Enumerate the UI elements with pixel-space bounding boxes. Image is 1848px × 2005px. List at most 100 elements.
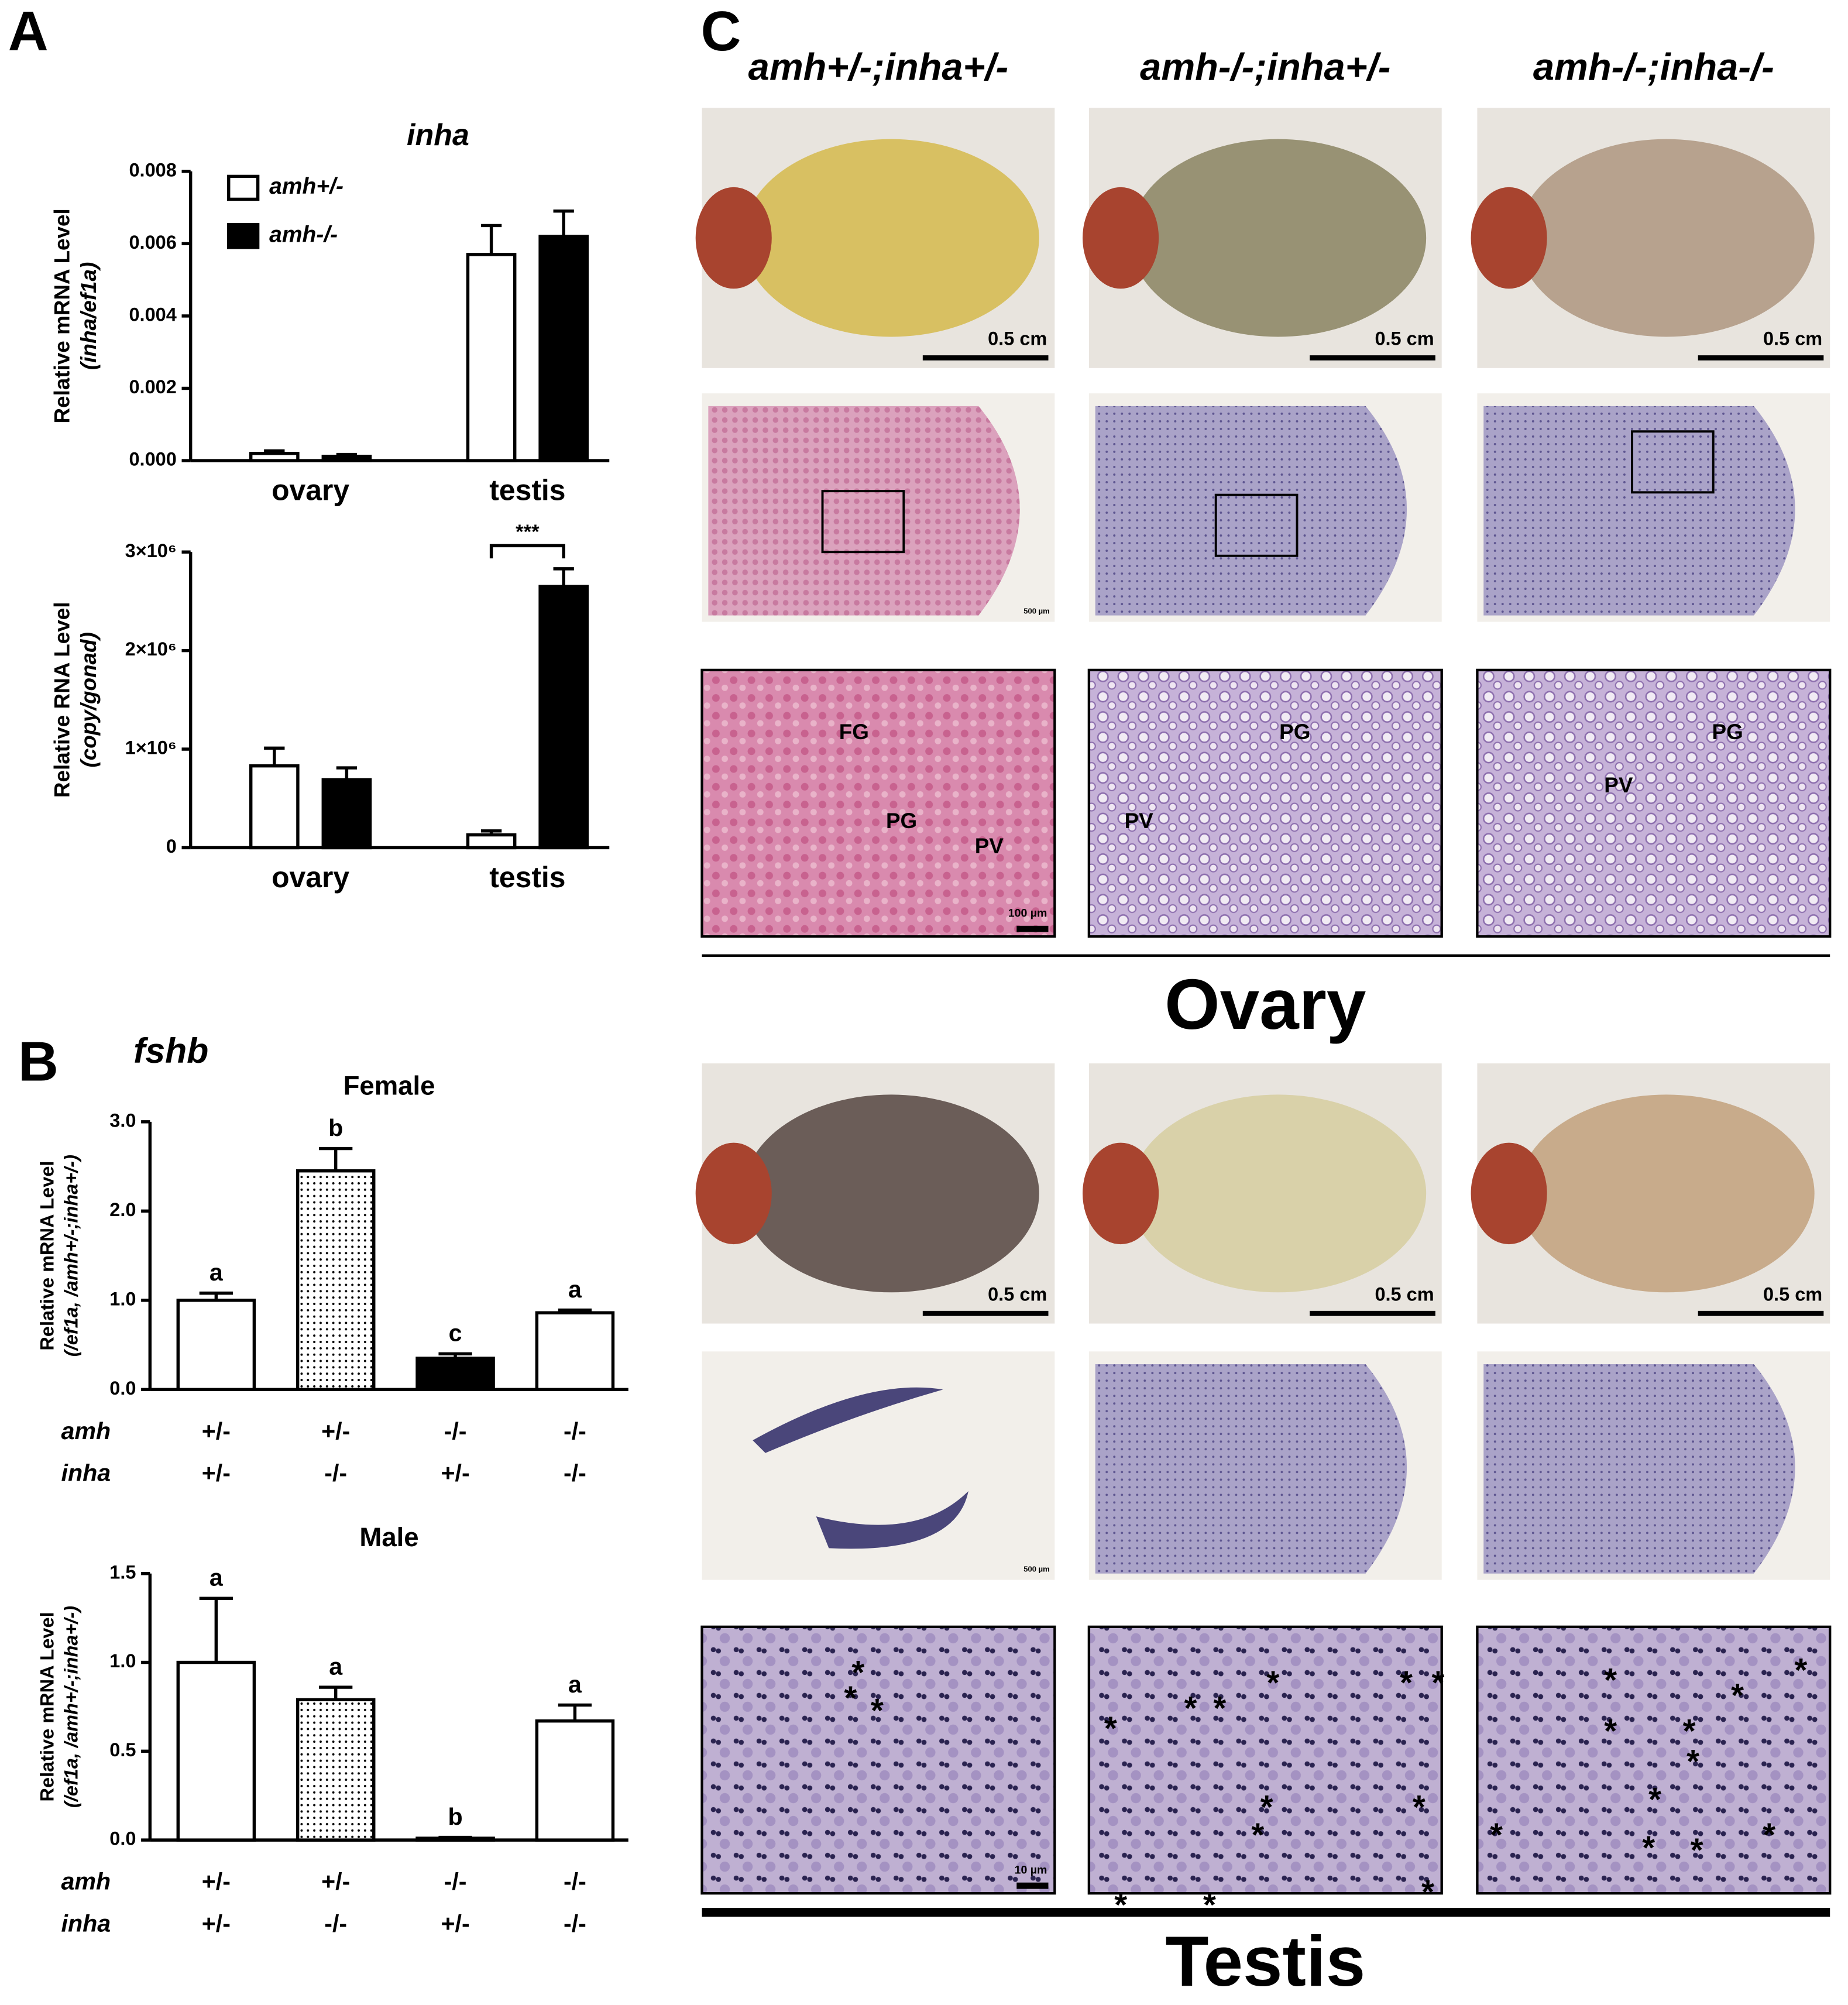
panel-label: B: [18, 1031, 59, 1093]
y-tick-label: 3×10⁶: [125, 540, 177, 561]
photo-gonad: [1518, 139, 1815, 337]
scale-label: 0.5 cm: [1375, 1283, 1434, 1304]
y-axis-label: (/ef1a, /amh+/-;inha+/-): [61, 1155, 82, 1357]
zoom-box: [1630, 430, 1715, 494]
asterisk: *: [1648, 1781, 1661, 1818]
genotype: +/-: [441, 1460, 469, 1486]
y-tick-label: 1.0: [109, 1288, 136, 1309]
asterisk: *: [1683, 1712, 1696, 1749]
cell-label: PV: [1125, 809, 1154, 833]
y-tick-label: 2.0: [109, 1199, 136, 1220]
cell-label: PG: [1279, 720, 1310, 744]
y-tick-label: 0.006: [129, 232, 176, 253]
photo-gonad: [743, 1094, 1039, 1293]
bar: [296, 1698, 376, 1842]
annotation: ***: [516, 521, 540, 543]
section-tissue: [1483, 1364, 1795, 1574]
genotype: +/-: [202, 1868, 231, 1895]
section-tissue: [1483, 406, 1795, 616]
genotype: -/-: [564, 1868, 586, 1895]
y-axis-label: Relative mRNA Level: [36, 1161, 57, 1351]
column-header: amh-/-;inha-/-: [1533, 45, 1774, 88]
y-tick-label: 1×10⁶: [125, 737, 177, 758]
photo-tissue: [1471, 187, 1547, 289]
asterisk: *: [1604, 1661, 1617, 1698]
column-header: amh+/-;inha+/-: [748, 45, 1009, 88]
genotype: -/-: [324, 1460, 347, 1486]
bar: [466, 253, 517, 462]
y-tick-label: 1.0: [109, 1650, 136, 1671]
asterisk: *: [1114, 1886, 1127, 1923]
micrograph: [1087, 1625, 1443, 1895]
photo-gonad: [1129, 139, 1427, 337]
asterisk: *: [1203, 1886, 1216, 1923]
bar: [466, 833, 517, 850]
micrograph: [1087, 668, 1443, 938]
bar: [249, 764, 300, 850]
y-tick-label: 0.0: [109, 1828, 136, 1849]
y-axis-label: Relative mRNA Level: [36, 1612, 57, 1801]
scale-label: 0.5 cm: [1763, 1283, 1822, 1304]
genotype: +/-: [202, 1417, 231, 1444]
y-axis-label: Relative mRNA Level: [50, 208, 74, 423]
micrograph: [1476, 1625, 1832, 1895]
bar: [415, 1836, 495, 1842]
asterisk: *: [1794, 1652, 1807, 1688]
x-tick-label: testis: [489, 473, 565, 506]
significance-letter: c: [449, 1320, 462, 1347]
cell-label: PG: [886, 809, 917, 833]
genotype: -/-: [564, 1417, 586, 1444]
asterisk: *: [1260, 1788, 1273, 1825]
scale-label: 0.5 cm: [988, 328, 1047, 349]
panel-label: A: [8, 1, 49, 63]
genotype: -/-: [564, 1910, 586, 1937]
asterisk: *: [1490, 1817, 1503, 1853]
section-tissue: [708, 406, 1020, 616]
genotype-row-label: inha: [61, 1910, 111, 1937]
x-tick-label: ovary: [272, 473, 349, 506]
asterisk: *: [1104, 1710, 1117, 1747]
legend-swatch: [227, 174, 260, 201]
photo-gonad: [1518, 1094, 1815, 1293]
scale-label: 100 µm: [1008, 907, 1047, 919]
asterisk: *: [1431, 1664, 1444, 1701]
cell-label: PV: [1604, 773, 1633, 797]
section-title: Testis: [1165, 1921, 1365, 2001]
asterisk: *: [1184, 1690, 1197, 1726]
genotype-row-label: amh: [61, 1417, 111, 1444]
y-tick-label: 1.5: [109, 1561, 136, 1582]
chart-title: inha: [407, 118, 469, 152]
photo-gonad: [743, 139, 1039, 337]
significance-letter: a: [568, 1276, 582, 1303]
genotype: +/-: [202, 1460, 231, 1486]
y-tick-label: 0.5: [109, 1739, 136, 1760]
x-tick-label: testis: [489, 861, 565, 894]
scale-label: 0.5 cm: [988, 1283, 1047, 1304]
significance-letter: a: [209, 1259, 224, 1286]
asterisk: *: [1731, 1677, 1744, 1714]
genotype: +/-: [202, 1910, 231, 1937]
x-tick-label: ovary: [272, 861, 349, 894]
bar: [249, 452, 300, 462]
y-axis-label: (/ef1a, /amh+/-;inha+/-): [61, 1606, 82, 1808]
y-axis-label: (copy/gonad): [77, 632, 101, 767]
zoom-box: [821, 490, 905, 554]
cell-label: PV: [975, 834, 1004, 858]
bar: [321, 778, 372, 850]
y-tick-label: 0.0: [109, 1378, 136, 1399]
asterisk: *: [1763, 1817, 1775, 1853]
y-axis-label: Relative RNA Level: [50, 602, 74, 798]
bar: [415, 1357, 495, 1392]
photo-tissue: [695, 1142, 772, 1245]
asterisk: *: [1604, 1712, 1617, 1749]
chart-title: Male: [359, 1522, 418, 1552]
scale-label: 10 µm: [1015, 1863, 1047, 1876]
micrograph: [1476, 668, 1832, 938]
significance-letter: a: [209, 1564, 224, 1591]
y-axis-label: (inha/ef1a): [77, 262, 101, 370]
genotype: -/-: [444, 1868, 467, 1895]
genotype: +/-: [321, 1417, 350, 1444]
bar: [538, 235, 589, 462]
genotype: -/-: [444, 1417, 467, 1444]
bar: [296, 1169, 376, 1392]
